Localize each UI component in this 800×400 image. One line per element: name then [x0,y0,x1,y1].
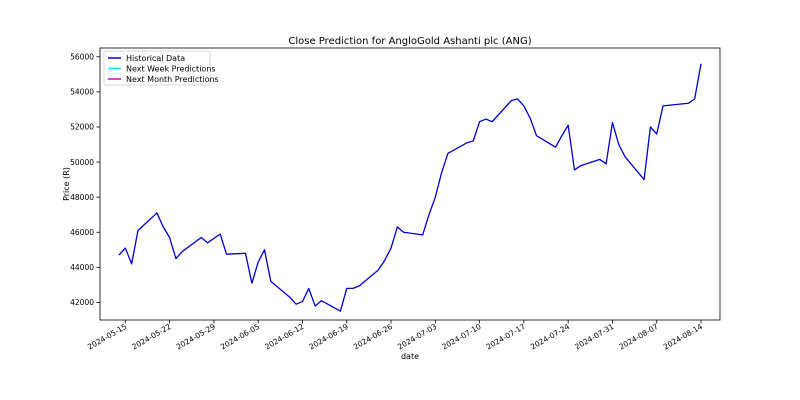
x-tick-label: 2024-05-22 [130,322,172,352]
y-tick-label: 46000 [70,228,94,237]
legend-box [103,50,211,86]
x-tick-label: 2024-06-05 [219,322,261,352]
y-tick-label: 50000 [70,158,94,167]
x-axis-label: date [401,352,419,361]
legend-entry: Next Month Predictions [126,75,219,84]
x-tick-label: 2024-07-24 [529,322,571,352]
x-tick-label: 2024-06-26 [352,322,394,352]
legend-entry: Next Week Predictions [126,64,216,73]
x-tick-label: 2024-07-17 [485,322,527,352]
x-tick-label: 2024-07-31 [573,322,615,352]
x-tick-label: 2024-06-12 [263,322,305,352]
y-axis-label: Price (R) [62,167,71,201]
x-tick-label: 2024-08-07 [617,322,659,352]
plot-frame [99,47,721,321]
series-lines [118,63,702,312]
y-tick-label: 54000 [70,88,94,97]
y-tick-label: 48000 [70,193,94,202]
y-axis-ticks: 42000 44000 46000 48000 50000 52000 54000 56000 [70,52,100,307]
x-tick-label: 2024-05-29 [175,322,217,352]
y-tick-label: 42000 [70,298,94,307]
x-tick-label: 2024-06-19 [307,322,349,352]
y-tick-label: 44000 [70,263,94,272]
x-tick-label: 2024-08-14 [662,322,704,352]
x-tick-label: 2024-07-03 [396,322,438,352]
x-tick-label: 2024-05-15 [86,322,128,352]
x-tick-label: 2024-07-10 [440,322,482,352]
y-tick-label: 52000 [70,123,94,132]
chart-title: Close Prediction for AngloGold Ashanti p… [288,36,531,47]
y-tick-label: 56000 [70,52,94,61]
x-axis-ticks: 2024-05-15 2024-05-22 2024-05-29 2024-06-05… [86,320,704,352]
legend-entry: Historical Data [126,54,185,63]
series-line-historical-data [118,63,702,312]
